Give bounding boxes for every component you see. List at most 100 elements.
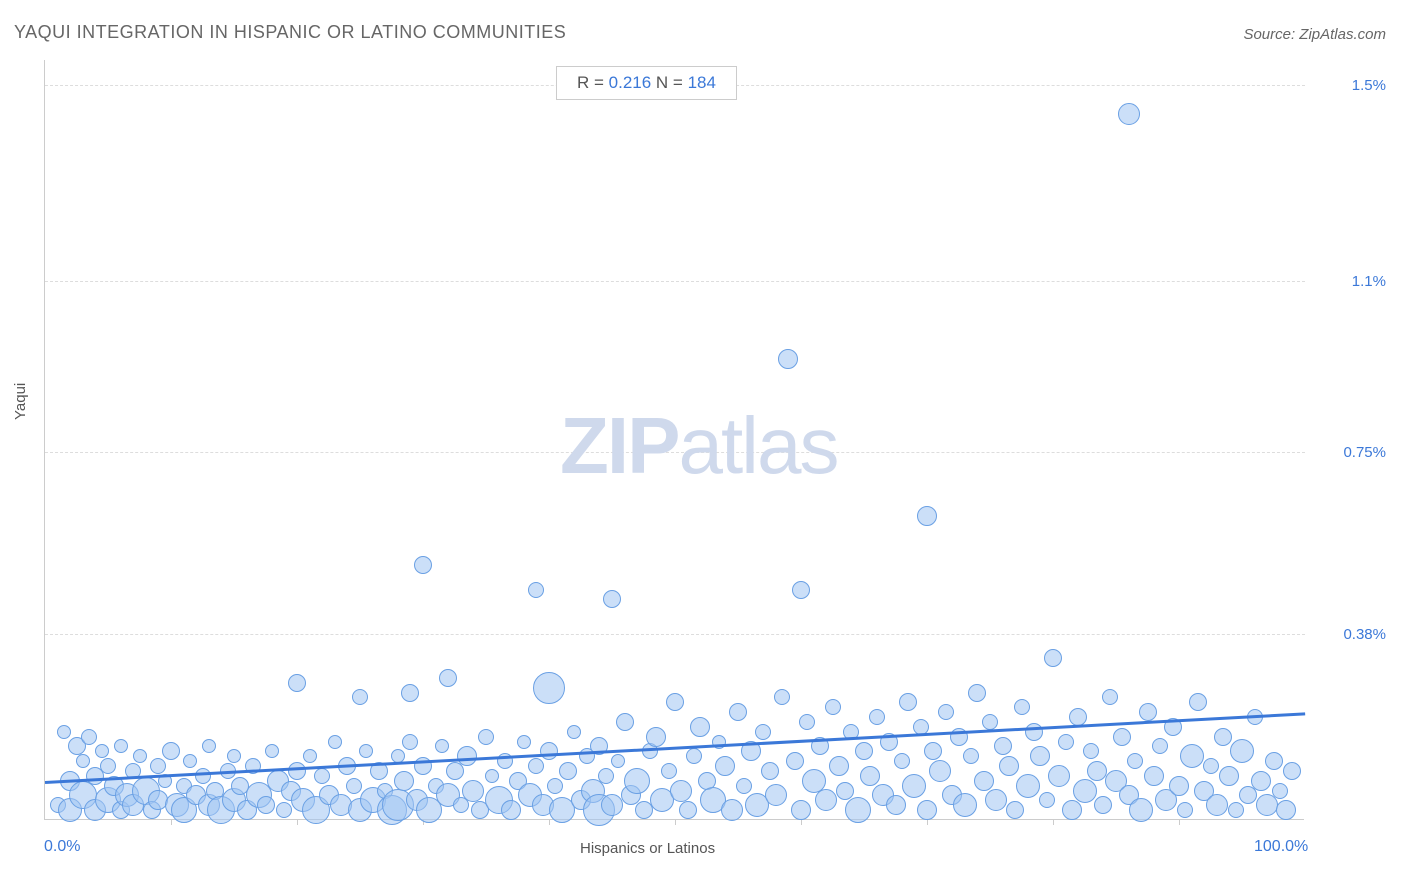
data-point (836, 782, 854, 800)
data-point (924, 742, 942, 760)
data-point (755, 724, 771, 740)
source-attribution: Source: ZipAtlas.com (1243, 26, 1386, 43)
gridline (45, 281, 1305, 282)
data-point (994, 737, 1012, 755)
n-label: N = (651, 73, 687, 92)
data-point (811, 737, 829, 755)
data-point (497, 753, 513, 769)
x-tick (1053, 819, 1054, 825)
data-point (1073, 779, 1097, 803)
data-point (401, 684, 419, 702)
data-point (829, 756, 849, 776)
data-point (902, 774, 926, 798)
data-point (1129, 798, 1153, 822)
data-point (1180, 744, 1204, 768)
r-label: R = (577, 73, 609, 92)
data-point (183, 754, 197, 768)
data-point (402, 734, 418, 750)
data-point (1189, 693, 1207, 711)
data-point (95, 744, 109, 758)
data-point (715, 756, 735, 776)
y-tick-label: 0.38% (1343, 626, 1386, 643)
data-point (1164, 718, 1182, 736)
data-point (843, 724, 859, 740)
data-point (1087, 761, 1107, 781)
gridline (45, 452, 1305, 453)
data-point (528, 582, 544, 598)
y-tick-label: 1.1% (1352, 273, 1386, 290)
data-point (528, 758, 544, 774)
data-point (1152, 738, 1168, 754)
data-point (1177, 802, 1193, 818)
data-point (478, 729, 494, 745)
data-point (894, 753, 910, 769)
data-point (57, 725, 71, 739)
data-point (761, 762, 779, 780)
data-point (1139, 703, 1157, 721)
data-point (457, 746, 477, 766)
data-point (533, 672, 565, 704)
data-point (517, 735, 531, 749)
data-point (314, 768, 330, 784)
data-point (815, 789, 837, 811)
x-tick-label: 100.0% (1254, 838, 1308, 856)
data-point (328, 735, 342, 749)
data-point (1118, 103, 1140, 125)
data-point (540, 742, 558, 760)
data-point (765, 784, 787, 806)
data-point (666, 693, 684, 711)
data-point (611, 754, 625, 768)
data-point (394, 771, 414, 791)
data-point (917, 800, 937, 820)
data-point (435, 739, 449, 753)
data-point (1062, 800, 1082, 820)
data-point (712, 735, 726, 749)
data-point (646, 727, 666, 747)
data-point (1030, 746, 1050, 766)
data-point (485, 769, 499, 783)
data-point (162, 742, 180, 760)
data-point (501, 800, 521, 820)
data-point (679, 801, 697, 819)
data-point (81, 729, 97, 745)
data-point (1230, 739, 1254, 763)
data-point (346, 778, 362, 794)
data-point (338, 757, 356, 775)
data-point (559, 762, 577, 780)
data-point (1048, 765, 1070, 787)
y-tick-label: 1.5% (1352, 77, 1386, 94)
data-point (446, 762, 464, 780)
data-point (1206, 794, 1228, 816)
data-point (1265, 752, 1283, 770)
data-point (913, 719, 929, 735)
data-point (133, 749, 147, 763)
data-point (792, 581, 810, 599)
data-point (1144, 766, 1164, 786)
data-point (1272, 783, 1288, 799)
data-point (1247, 709, 1263, 725)
x-tick (297, 819, 298, 825)
data-point (414, 757, 432, 775)
data-point (999, 756, 1019, 776)
data-point (547, 778, 563, 794)
data-point (799, 714, 815, 730)
data-point (982, 714, 998, 730)
r-value: 0.216 (609, 73, 652, 92)
data-point (624, 768, 650, 794)
data-point (1113, 728, 1131, 746)
data-point (778, 349, 798, 369)
stats-box: R = 0.216 N = 184 (556, 66, 737, 100)
data-point (1006, 801, 1024, 819)
data-point (690, 717, 710, 737)
data-point (899, 693, 917, 711)
n-value: 184 (688, 73, 716, 92)
data-point (1069, 708, 1087, 726)
y-tick-label: 0.75% (1343, 444, 1386, 461)
data-point (950, 728, 968, 746)
data-point (985, 789, 1007, 811)
data-point (1102, 689, 1118, 705)
data-point (736, 778, 752, 794)
data-point (567, 725, 581, 739)
data-point (114, 739, 128, 753)
data-point (303, 749, 317, 763)
